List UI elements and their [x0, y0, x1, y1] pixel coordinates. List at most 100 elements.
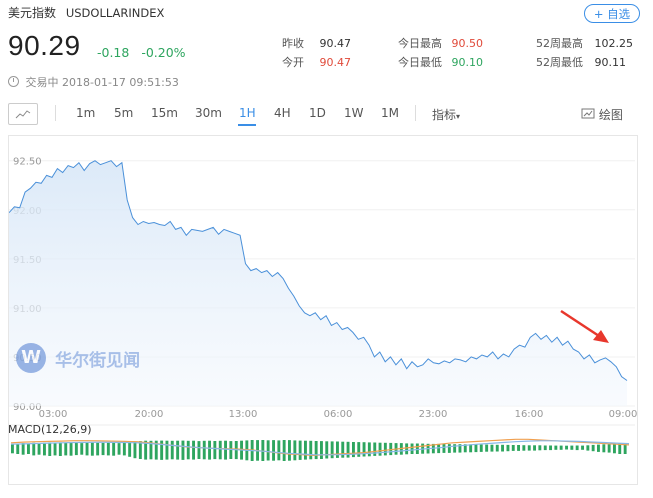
stat-day-low: 今日最低 90.10 — [398, 56, 483, 69]
macd-bar — [181, 440, 185, 460]
macd-bar — [597, 444, 600, 452]
macd-bar — [336, 441, 339, 458]
drawing-icon — [581, 108, 595, 119]
add-to-watchlist-button[interactable]: + 自选 — [584, 4, 640, 23]
macd-bar — [469, 444, 473, 453]
macd-bar — [511, 445, 515, 451]
trading-status: 交易中 2018-01-17 09:51:53 — [8, 74, 179, 90]
macd-bar — [533, 445, 536, 451]
x-tick-label: 09:00 — [609, 409, 637, 420]
macd-bar — [346, 441, 350, 458]
macd-bar — [160, 440, 164, 460]
stat-day-high: 今日最高 90.50 — [398, 37, 483, 50]
chart-type-line-button[interactable] — [8, 103, 38, 125]
timeframe-1m[interactable]: 1m — [76, 106, 96, 120]
y-tick-label: 92.50 — [13, 157, 42, 168]
caret-down-icon: ▾ — [456, 112, 461, 121]
macd-bar — [309, 440, 313, 460]
x-tick-label: 13:00 — [229, 409, 258, 420]
instrument-code: USDOLLARINDEX — [65, 6, 165, 20]
macd-bar — [474, 444, 478, 453]
macd-bar — [453, 444, 457, 453]
timeframe-15m[interactable]: 15m — [151, 106, 178, 120]
macd-bar — [170, 440, 174, 460]
change-value: -0.18 — [97, 45, 130, 60]
timeframe-4H[interactable]: 4H — [274, 106, 291, 120]
stat-prev-close: 昨收 90.47 — [282, 37, 351, 50]
macd-bar — [591, 444, 595, 452]
macd-bar — [298, 440, 302, 460]
macd-bar — [192, 440, 195, 460]
timeframe-5m[interactable]: 5m — [114, 106, 134, 120]
macd-bar — [522, 445, 526, 451]
price-area-fill — [9, 160, 627, 406]
macd-bar — [37, 443, 41, 455]
stat-open: 今开 90.47 — [282, 56, 351, 69]
macd-bar — [21, 443, 25, 455]
macd-bar — [330, 441, 334, 459]
macd-bar — [570, 445, 574, 450]
macd-dea-line — [10, 440, 630, 456]
macd-bar — [623, 443, 627, 454]
macd-bar — [186, 440, 190, 460]
macd-bar — [543, 445, 547, 451]
macd-bar — [362, 442, 366, 457]
macd-bar — [229, 441, 233, 459]
macd-bar — [463, 444, 467, 453]
macd-bar — [554, 445, 558, 450]
status-text: 交易中 — [25, 76, 59, 89]
wallstreetcn-logo: W — [16, 343, 46, 373]
timeframe-30m[interactable]: 30m — [195, 106, 222, 120]
macd-bar — [261, 440, 265, 461]
timeframe-1D[interactable]: 1D — [309, 106, 326, 120]
macd-bar — [43, 442, 46, 456]
macd-bar — [96, 442, 100, 456]
macd-bar — [389, 442, 393, 456]
macd-bar — [357, 442, 361, 457]
macd-bar — [405, 443, 409, 455]
macd-bar — [128, 442, 132, 457]
macd-bar — [485, 444, 489, 452]
macd-bar — [607, 444, 611, 453]
price-change: -0.18 -0.20% — [97, 45, 194, 60]
macd-bar — [149, 440, 153, 460]
macd-bar — [80, 443, 84, 455]
macd-bar — [176, 440, 180, 460]
macd-bar — [501, 444, 504, 452]
macd-bar — [495, 444, 499, 452]
macd-bar — [53, 442, 57, 456]
macd-bar — [293, 440, 297, 461]
macd-bar — [581, 445, 584, 450]
y-tick-label: 90.00 — [13, 402, 42, 413]
macd-bar — [197, 441, 201, 459]
macd-bar — [117, 443, 121, 455]
indicator-dropdown[interactable]: 指标▾ — [432, 108, 461, 122]
macd-bar — [527, 445, 531, 451]
macd-bar — [373, 442, 377, 456]
macd-bar — [442, 444, 446, 453]
macd-bar — [437, 443, 441, 454]
macd-bar — [266, 440, 270, 461]
macd-bar — [479, 444, 483, 452]
macd-bar — [16, 443, 20, 454]
timeframe-1W[interactable]: 1W — [344, 106, 364, 120]
macd-bar — [218, 440, 222, 460]
macd-bar — [352, 442, 355, 458]
timeframe-1M[interactable]: 1M — [381, 106, 399, 120]
watermark: W 华尔街见闻 — [16, 343, 140, 373]
macd-bar — [282, 440, 286, 461]
timeframe-1H[interactable]: 1H — [239, 106, 256, 120]
status-timestamp: 2018-01-17 09:51:53 — [62, 76, 179, 89]
macd-bar — [106, 442, 110, 456]
change-percent: -0.20% — [141, 45, 186, 60]
price-chart[interactable]: 92.5092.0091.5091.0090.5090.0003:0020:00… — [9, 136, 637, 484]
chart-panel[interactable]: 92.5092.0091.5091.0090.5090.0003:0020:00… — [8, 135, 638, 485]
macd-bar — [341, 441, 345, 458]
macd-bar — [165, 440, 169, 460]
macd-bar — [224, 440, 227, 460]
macd-bar — [517, 445, 520, 451]
macd-bar — [559, 445, 563, 450]
x-tick-label: 20:00 — [135, 409, 164, 420]
stat-52wk-high: 52周最高 102.25 — [536, 37, 633, 50]
draw-button[interactable]: 绘图 — [581, 106, 623, 123]
